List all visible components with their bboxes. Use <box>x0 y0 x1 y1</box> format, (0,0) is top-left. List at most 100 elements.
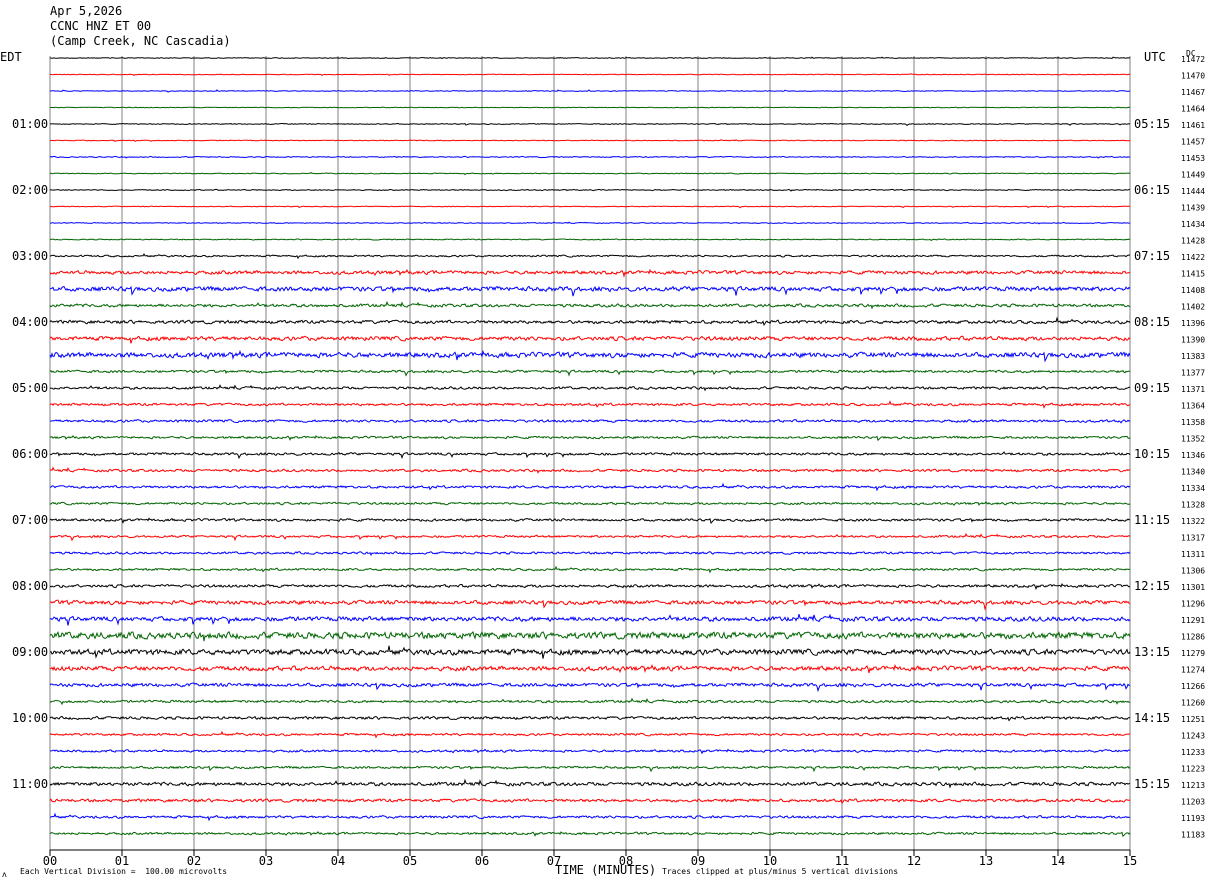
trace-row <box>49 221 1131 225</box>
trace-row <box>50 89 1131 93</box>
left-hour-label: 11:00 <box>12 777 48 791</box>
x-tick-label: 06 <box>475 854 489 868</box>
dc-offset-label: 11213 <box>1181 781 1205 790</box>
trace-row <box>49 419 1131 424</box>
trace-row <box>49 778 1130 789</box>
right-hour-label: 10:15 <box>1134 447 1170 461</box>
dc-offset-label: 11470 <box>1181 72 1205 81</box>
trace-row <box>49 645 1131 659</box>
x-tick-label: 09 <box>691 854 705 868</box>
dc-offset-label: 11183 <box>1181 831 1205 840</box>
trace-row <box>49 188 1130 192</box>
dc-offset-label: 11334 <box>1181 484 1205 493</box>
footer-corner-mark: ʌ <box>2 870 7 879</box>
dc-label: DC <box>1186 49 1196 58</box>
dc-offset-label: 11464 <box>1181 105 1205 114</box>
trace-row <box>49 663 1131 674</box>
dc-offset-label: 11415 <box>1181 270 1205 279</box>
right-hour-label: 13:15 <box>1134 645 1170 659</box>
dc-offset-label: 11402 <box>1181 303 1205 312</box>
dc-offset-label: 11472 <box>1181 55 1205 64</box>
x-axis-label: TIME (MINUTES) <box>555 863 657 877</box>
dc-offset-label: 11467 <box>1181 88 1205 97</box>
x-tick-label: 03 <box>259 854 273 868</box>
plot-labels: 00 01 02 03 04 05 06 07 08 09 10 11 12 13 14 15 11472 114… <box>12 55 1205 868</box>
dc-offset-label: 11223 <box>1181 765 1205 774</box>
dc-offset-label: 11296 <box>1181 600 1205 609</box>
dc-offset-label: 11428 <box>1181 237 1205 246</box>
trace-row <box>50 106 1131 109</box>
x-tick-label: 01 <box>115 854 129 868</box>
trace-row <box>49 435 1131 442</box>
trace-row <box>49 482 1131 492</box>
trace-row <box>49 171 1131 176</box>
trace-row <box>49 384 1131 392</box>
header-location: (Camp Creek, NC Cascadia) <box>50 34 231 48</box>
dc-offset-label: 11322 <box>1181 517 1205 526</box>
trace-row <box>49 748 1131 755</box>
dc-offset-label: 11266 <box>1181 682 1205 691</box>
dc-offset-label: 11328 <box>1181 501 1205 510</box>
dc-offset-label: 11377 <box>1181 369 1205 378</box>
trace-row <box>49 400 1131 409</box>
trace-row <box>49 205 1131 209</box>
right-timezone-label: UTC <box>1144 50 1166 64</box>
trace-row <box>49 335 1131 344</box>
dc-offset-label: 11306 <box>1181 567 1205 576</box>
trace-row <box>49 583 1131 591</box>
trace-row <box>49 798 1131 805</box>
trace-row <box>49 613 1131 626</box>
trace-row <box>49 451 1131 460</box>
dc-offset-label: 11286 <box>1181 633 1205 642</box>
trace-row <box>49 56 1131 60</box>
dc-offset-label: 11457 <box>1181 138 1205 147</box>
right-hour-label: 08:15 <box>1134 315 1170 329</box>
dc-offset-label: 11193 <box>1181 814 1205 823</box>
trace-row <box>49 238 1131 241</box>
left-hour-label: 04:00 <box>12 315 48 329</box>
dc-offset-label: 11311 <box>1181 550 1205 559</box>
trace-row <box>49 551 1131 557</box>
trace-row <box>49 812 1131 822</box>
trace-row <box>49 300 1131 310</box>
dc-offset-label: 11274 <box>1181 666 1205 675</box>
dc-offset-label: 11439 <box>1181 204 1205 213</box>
left-hour-label: 05:00 <box>12 381 48 395</box>
dc-offset-label: 11243 <box>1181 732 1205 741</box>
trace-row <box>49 316 1131 327</box>
right-hour-label: 12:15 <box>1134 579 1170 593</box>
trace-row <box>49 730 1131 739</box>
trace-row <box>49 565 1131 574</box>
trace-row <box>49 765 1131 773</box>
right-hour-label: 05:15 <box>1134 117 1170 131</box>
trace-row <box>49 682 1131 693</box>
right-hour-label: 14:15 <box>1134 711 1170 725</box>
trace-row <box>49 532 1131 542</box>
trace-row <box>49 715 1131 722</box>
trace-row <box>49 831 1131 838</box>
trace-row <box>50 139 1131 143</box>
dc-offset-label: 11340 <box>1181 468 1205 477</box>
header-station: CCNC HNZ ET 00 <box>50 19 152 33</box>
left-hour-label: 03:00 <box>12 249 48 263</box>
dc-offset-label: 11251 <box>1181 715 1205 724</box>
left-hour-label: 06:00 <box>12 447 48 461</box>
left-hour-label: 08:00 <box>12 579 48 593</box>
trace-row <box>49 349 1131 363</box>
footer-scale-text: Each Vertical Division = 100.00 microvol… <box>20 867 228 876</box>
right-hour-label: 11:15 <box>1134 513 1170 527</box>
trace-row <box>49 285 1131 297</box>
right-hour-label: 09:15 <box>1134 381 1170 395</box>
trace-row <box>49 517 1131 524</box>
right-hour-label: 07:15 <box>1134 249 1170 263</box>
dc-offset-label: 11352 <box>1181 435 1205 444</box>
left-hour-label: 01:00 <box>12 117 48 131</box>
dc-offset-label: 11291 <box>1181 616 1205 625</box>
left-hour-label: 07:00 <box>12 513 48 527</box>
trace-row <box>49 697 1131 706</box>
x-tick-label: 08 <box>619 854 633 868</box>
dc-offset-label: 11434 <box>1181 220 1205 229</box>
dc-offset-label: 11364 <box>1181 402 1205 411</box>
x-tick-label: 02 <box>187 854 201 868</box>
